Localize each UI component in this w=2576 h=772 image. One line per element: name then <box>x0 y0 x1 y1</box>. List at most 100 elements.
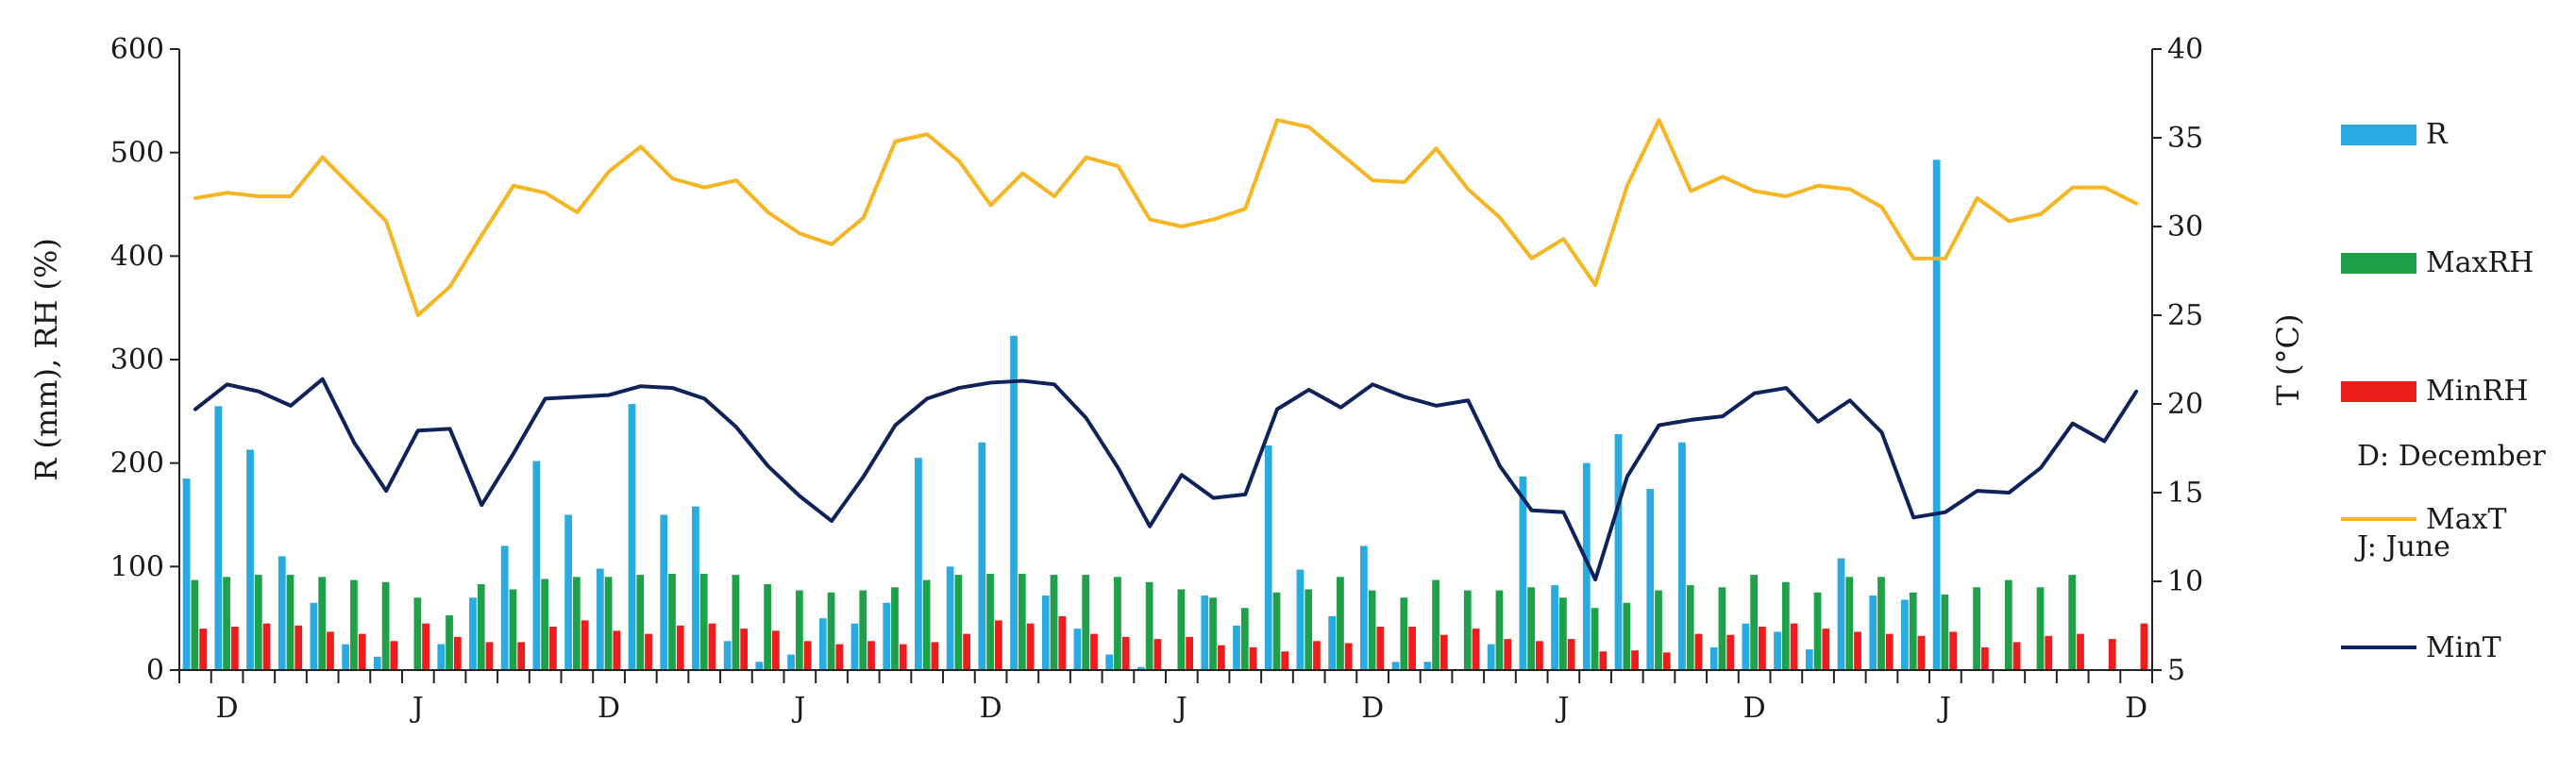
y-tick-label-600: 600 <box>110 33 164 66</box>
line-maxt <box>193 118 2139 317</box>
bar-r-16 <box>692 506 699 670</box>
bar-r-5 <box>342 644 350 670</box>
bar-r-38 <box>1391 662 1400 670</box>
bar-minrh-22 <box>899 644 907 670</box>
legend-label-minrh: MinRH <box>2426 375 2528 408</box>
bar-minrh-50 <box>1790 623 1798 670</box>
bar-minrh-52 <box>1854 631 1861 670</box>
bars-layer <box>182 159 2148 671</box>
bar-maxrh-9 <box>477 583 485 670</box>
bar-r-26 <box>1010 335 1018 670</box>
bar-maxrh-8 <box>446 614 453 670</box>
bar-maxrh-44 <box>1591 608 1599 670</box>
bar-r-18 <box>755 662 764 670</box>
legend-swatch-minrh <box>2341 381 2416 402</box>
bar-minrh-12 <box>581 620 589 670</box>
bar-r-3 <box>278 556 286 670</box>
bar-maxrh-29 <box>1114 577 1121 670</box>
bar-minrh-18 <box>772 630 780 670</box>
bar-r-29 <box>1105 654 1114 670</box>
bar-maxrh-55 <box>1941 594 1949 670</box>
bar-maxrh-23 <box>922 579 931 670</box>
bar-r-44 <box>1582 462 1591 670</box>
y-tick-label-0: 0 <box>146 654 164 687</box>
bar-minrh-5 <box>358 633 366 670</box>
axes-layer: 0 100 200 300 400 500 600 5 10 15 20 25 30 35 40 D J D J D J… <box>28 33 2306 725</box>
legend-swatch-r <box>2341 125 2416 145</box>
bar-minrh-36 <box>1344 643 1353 670</box>
bar-minrh-21 <box>867 641 875 670</box>
bar-minrh-25 <box>994 620 1002 670</box>
x-tick-label-3: J <box>791 692 805 725</box>
bar-minrh-33 <box>1249 646 1257 670</box>
bar-maxrh-38 <box>1400 597 1408 670</box>
x-tick-label-0: D <box>216 692 239 725</box>
bar-maxrh-4 <box>318 577 327 670</box>
bar-r-48 <box>1709 646 1718 670</box>
bar-r-34 <box>1264 445 1272 670</box>
bar-minrh-13 <box>613 630 621 670</box>
bar-r-36 <box>1328 615 1337 670</box>
bar-maxrh-1 <box>223 577 230 670</box>
y2-tick-label-25: 25 <box>2167 299 2203 332</box>
bar-maxrh-28 <box>1082 575 1090 670</box>
bar-minrh-17 <box>740 629 749 670</box>
x-tick-label-7: J <box>1555 692 1569 725</box>
bar-r-11 <box>532 461 541 670</box>
bar-minrh-41 <box>1504 639 1512 670</box>
bar-maxrh-5 <box>350 579 358 670</box>
bar-maxrh-51 <box>1813 592 1822 670</box>
bar-r-47 <box>1678 442 1686 670</box>
bar-maxrh-40 <box>1463 590 1472 670</box>
bar-r-20 <box>818 618 827 670</box>
bar-r-9 <box>469 597 477 670</box>
x-tick-label-4: D <box>980 692 1002 725</box>
bar-r-12 <box>564 514 572 670</box>
bar-maxrh-47 <box>1686 585 1694 670</box>
bar-r-2 <box>246 449 254 670</box>
y2-tick-label-20: 20 <box>2167 388 2203 421</box>
bar-maxrh-20 <box>827 592 835 670</box>
bar-maxrh-3 <box>286 575 295 670</box>
bar-minrh-7 <box>422 623 429 670</box>
bar-r-42 <box>1519 476 1527 670</box>
bar-maxrh-2 <box>254 575 262 670</box>
bar-r-27 <box>1041 596 1050 670</box>
bar-maxrh-26 <box>1018 574 1026 670</box>
bar-r-21 <box>850 623 859 670</box>
bar-r-17 <box>723 641 732 670</box>
bar-r-43 <box>1551 585 1558 670</box>
bar-maxrh-56 <box>1973 587 1980 670</box>
bar-r-45 <box>1614 433 1623 670</box>
bar-minrh-34 <box>1281 651 1289 670</box>
bar-maxrh-15 <box>668 574 676 670</box>
bar-minrh-39 <box>1440 634 1448 670</box>
bar-maxrh-18 <box>764 583 772 670</box>
bar-minrh-49 <box>1759 626 1766 670</box>
bar-minrh-9 <box>485 642 494 670</box>
bar-r-23 <box>915 458 922 670</box>
bar-minrh-29 <box>1121 636 1130 670</box>
bar-r-30 <box>1137 666 1145 670</box>
legend-label-mint: MinT <box>2426 631 2501 664</box>
bar-minrh-58 <box>2045 635 2053 670</box>
bar-r-13 <box>596 568 604 670</box>
bar-r-19 <box>787 654 795 670</box>
bar-minrh-44 <box>1599 651 1608 670</box>
x-tick-label-9: J <box>1937 692 1951 725</box>
x-tick-label-8: D <box>1743 692 1766 725</box>
legend-label-maxt: MaxT <box>2426 503 2507 536</box>
bar-r-49 <box>1742 623 1750 670</box>
legend-label-r: R <box>2426 118 2449 151</box>
bar-minrh-56 <box>1980 646 1989 670</box>
y-tick-label-400: 400 <box>110 240 164 273</box>
bar-r-10 <box>500 545 509 670</box>
bar-minrh-6 <box>390 641 398 670</box>
bar-minrh-26 <box>1026 623 1035 670</box>
bar-r-4 <box>310 602 318 670</box>
line-mint <box>193 377 2139 582</box>
bar-maxrh-53 <box>1877 577 1885 670</box>
bar-minrh-57 <box>2012 642 2021 670</box>
